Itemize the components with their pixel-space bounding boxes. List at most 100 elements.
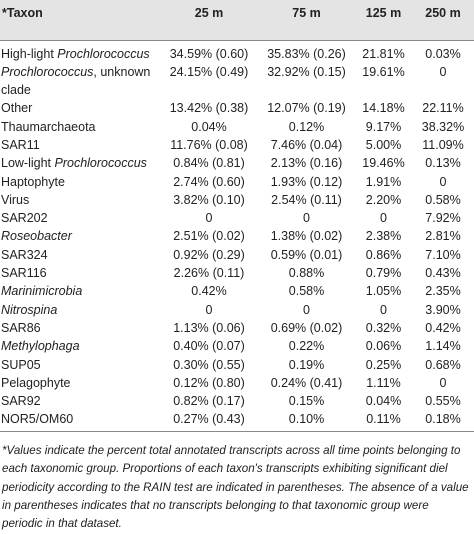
taxon-cell: SAR202 bbox=[0, 209, 160, 227]
table-row: SAR324 0.92% (0.29) 0.59% (0.01) 0.86% 7.10% bbox=[0, 246, 474, 264]
table-row: Pelagophyte 0.12% (0.80) 0.24% (0.41) 1.11%… bbox=[0, 374, 474, 392]
taxon-text: Nitrospina bbox=[1, 302, 58, 317]
taxon-text: Roseobacter bbox=[1, 229, 72, 244]
value-cell: 1.38% (0.02) bbox=[270, 229, 343, 244]
value-cell: 7.10% bbox=[425, 247, 461, 262]
column-header: 125 m bbox=[365, 6, 402, 20]
table-row: NOR5/OM60 0.27% (0.43) 0.10% 0.11% 0.18% bbox=[0, 410, 474, 432]
taxon-cell: Roseobacter bbox=[0, 227, 160, 245]
taxon-text: , unknown clade bbox=[1, 64, 151, 98]
value-cell: 0.42% bbox=[191, 284, 227, 299]
table-row: SAR86 1.13% (0.06) 0.69% (0.02) 0.32% 0.42% bbox=[0, 319, 474, 337]
taxon-cell: SAR11 bbox=[0, 136, 160, 154]
value-cell: 0.27% (0.43) bbox=[160, 410, 258, 432]
value-cell: 1.14% bbox=[425, 339, 461, 354]
taxon-text: Other bbox=[1, 101, 33, 116]
footnote: *Values indicate the percent total annot… bbox=[2, 443, 469, 531]
taxon-text: SAR11 bbox=[1, 137, 40, 152]
value-cell: 0 bbox=[303, 302, 310, 317]
value-cell: 0.32% bbox=[365, 320, 402, 335]
value-cell: 2.38% bbox=[365, 229, 402, 244]
value-cell: 1.11% bbox=[366, 375, 401, 390]
taxon-cell: Thaumarchaeota bbox=[0, 118, 160, 136]
value-cell: 0.86% bbox=[365, 247, 402, 262]
taxon-cell: NOR5/OM60 bbox=[0, 410, 160, 432]
value-cell: 0.13% bbox=[425, 156, 461, 171]
value-cell: 0.25% bbox=[365, 357, 402, 372]
value-cell: 2.74% (0.60) bbox=[173, 174, 245, 189]
value-cell: 0.04% bbox=[365, 394, 402, 409]
value-cell: 1.13% (0.06) bbox=[173, 320, 245, 335]
taxon-text: Prochlorococcus bbox=[57, 46, 150, 61]
data-table: *Taxon 25 m 75 m 125 m 250 m High-light Proc… bbox=[0, 0, 474, 432]
value-cell: 0.18% bbox=[412, 410, 474, 432]
taxon-text: High-light bbox=[1, 46, 58, 61]
value-cell: 0.30% (0.55) bbox=[173, 357, 245, 372]
value-cell: 2.51% (0.02) bbox=[173, 229, 245, 244]
taxon-text: Thaumarchaeota bbox=[1, 119, 96, 134]
value-cell: 0 bbox=[439, 64, 447, 79]
value-cell: 22.11% bbox=[422, 101, 464, 116]
taxon-cell: Prochlorococcus, unknown clade bbox=[0, 63, 160, 100]
value-cell: 2.35% bbox=[425, 284, 461, 299]
table-row: SAR202 0 0 0 7.92% bbox=[0, 209, 474, 227]
taxon-text: SAR92 bbox=[1, 394, 41, 409]
taxon-cell: SUP05 bbox=[0, 356, 160, 374]
value-cell: 0.12% (0.80) bbox=[173, 375, 245, 390]
value-cell: 0.82% (0.17) bbox=[173, 394, 245, 409]
value-cell: 0.10% bbox=[258, 410, 355, 432]
column-header: 250 m bbox=[425, 6, 461, 20]
value-cell: 2.81% bbox=[425, 229, 461, 244]
value-cell: 11.76% (0.08) bbox=[170, 137, 248, 152]
taxon-cell: Marinimicrobia bbox=[0, 282, 160, 300]
table-row: Low-light Prochlorococcus 0.84% (0.81) 2.1… bbox=[0, 154, 474, 172]
value-cell: 0.58% bbox=[288, 284, 325, 299]
table-row: SUP05 0.30% (0.55) 0.19% 0.25% 0.68% bbox=[0, 356, 474, 374]
value-cell: 3.90% bbox=[425, 302, 461, 317]
value-cell: 0.40% (0.07) bbox=[173, 339, 245, 354]
table-row: Thaumarchaeota 0.04% 0.12% 9.17% 38.32% bbox=[0, 118, 474, 136]
value-cell: 0 bbox=[205, 302, 213, 317]
value-cell: 5.00% bbox=[365, 137, 402, 152]
value-cell: 0 bbox=[439, 174, 447, 189]
value-cell: 0.92% (0.29) bbox=[173, 247, 245, 262]
value-cell: 0.55% bbox=[425, 394, 461, 409]
table-row: Methylophaga 0.40% (0.07) 0.22% 0.06% 1.14% bbox=[0, 337, 474, 355]
value-cell: 0.04% bbox=[191, 119, 227, 134]
value-cell: 1.93% (0.12) bbox=[270, 174, 343, 189]
taxon-cell: Haptophyte bbox=[0, 173, 160, 191]
taxon-text: Haptophyte bbox=[1, 174, 65, 189]
value-cell: 7.92% bbox=[425, 211, 461, 226]
value-cell: 13.42% (0.38) bbox=[169, 101, 249, 116]
table-row: Roseobacter 2.51% (0.02) 1.38% (0.02) 2.38%… bbox=[0, 227, 474, 245]
taxon-cell: High-light Prochlorococcus bbox=[0, 40, 160, 63]
value-cell: 0 bbox=[205, 211, 213, 226]
value-cell: 0 bbox=[303, 211, 310, 226]
value-cell: 0.03% bbox=[425, 46, 461, 61]
taxon-text: SAR324 bbox=[1, 247, 48, 262]
taxon-cell: SAR324 bbox=[0, 246, 160, 264]
value-cell: 0.68% bbox=[425, 357, 461, 372]
taxon-text: Pelagophyte bbox=[1, 375, 71, 390]
value-cell: 19.61% bbox=[362, 64, 405, 79]
value-cell: 0.58% bbox=[425, 192, 461, 207]
value-cell: 0.24% (0.41) bbox=[270, 375, 343, 390]
taxon-cell: Pelagophyte bbox=[0, 374, 160, 392]
value-cell: 0.43% bbox=[425, 266, 461, 281]
table-row: SAR92 0.82% (0.17) 0.15% 0.04% 0.55% bbox=[0, 392, 474, 410]
table-row: Marinimicrobia 0.42% 0.58% 1.05% 2.35% bbox=[0, 282, 474, 300]
value-cell: 0.12% bbox=[288, 119, 325, 134]
value-cell: 35.83% (0.26) bbox=[267, 46, 346, 61]
value-cell: 1.91% bbox=[365, 174, 402, 189]
taxon-text: Low-light bbox=[1, 156, 55, 171]
taxon-cell: Other bbox=[0, 99, 160, 117]
value-cell: 0 bbox=[439, 375, 447, 390]
taxon-cell: Nitrospina bbox=[0, 301, 160, 319]
taxon-cell: Methylophaga bbox=[0, 337, 160, 355]
value-cell: 12.07% (0.19) bbox=[267, 101, 346, 116]
table-row: High-light Prochlorococcus 34.59% (0.60) 3… bbox=[0, 40, 474, 63]
table-row: Prochlorococcus, unknown clade 24.15% (0.… bbox=[0, 63, 474, 100]
value-cell: 7.46% (0.04) bbox=[270, 137, 343, 152]
taxon-text: Marinimicrobia bbox=[1, 284, 83, 299]
